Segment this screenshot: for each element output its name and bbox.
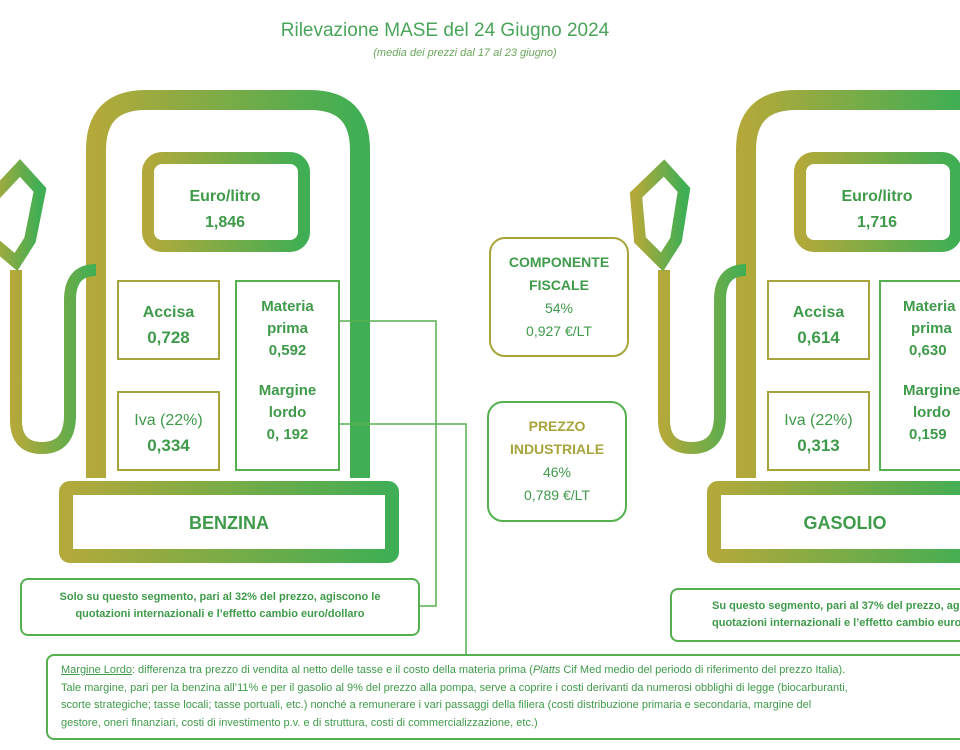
benzina-unit: Euro/litro: [189, 188, 261, 205]
benzina-accisa-label: Accisa: [142, 304, 195, 321]
benzina-pump-icon: [0, 90, 399, 563]
benzina-accisa-box: Accisa 0,728: [117, 280, 220, 360]
componente-fiscale-value: 0,927 €/LT: [526, 323, 592, 339]
gasolio-iva-box: Iva (22%) 0,313: [767, 391, 870, 471]
margine-note-line4: gestore, oneri finanziari, costi di inve…: [61, 716, 538, 729]
prezzo-industriale-line1: PREZZO: [528, 418, 586, 434]
margine-line1a: : differenza tra prezzo di vendita al ne…: [131, 664, 533, 676]
gasolio-segment-note: Su questo segmento, pari al 37% del prez…: [670, 588, 960, 642]
margine-lordo-note: Margine Lordo: differenza tra prezzo di …: [46, 654, 960, 740]
componente-fiscale-box: COMPONENTE FISCALE 54% 0,927 €/LT: [489, 237, 629, 357]
gasolio-accisa-label: Accisa: [792, 304, 845, 321]
benzina-iva-label: Iva (22%): [134, 412, 203, 429]
benzina-industriale-box: Materia prima 0,592 Margine lordo 0, 192: [235, 280, 340, 471]
gasolio-segment-note-line2: quotazioni internazionali e l’effetto ca…: [712, 617, 960, 629]
benzina-margine-label-1: Margine: [258, 382, 317, 399]
gasolio-materia-value: 0,630: [909, 342, 947, 359]
componente-fiscale-percent: 54%: [544, 300, 574, 316]
gasolio-margine-value: 0,159: [909, 426, 947, 443]
benzina-iva-value: 0,334: [147, 436, 190, 455]
connector-lines: [340, 320, 467, 654]
gasolio-segment-note-line1: Su questo segmento, pari al 37% del prez…: [712, 600, 960, 612]
gasolio-accisa-value: 0,614: [797, 328, 840, 347]
margine-platts: Platts: [532, 664, 561, 676]
benzina-segment-note-line2: quotazioni internazionali e l’effetto ca…: [75, 608, 365, 620]
prezzo-industriale-line2: INDUSTRIALE: [509, 441, 605, 457]
gasolio-label: GASOLIO: [803, 513, 887, 533]
benzina-margine-label-2: lordo: [268, 404, 307, 421]
benzina-segment-note-line1: Solo su questo segmento, pari al 32% del…: [59, 591, 381, 603]
benzina-materia-label-2: prima: [267, 320, 308, 337]
margine-line1b: Cif Med medio del periodo di riferimento…: [560, 664, 846, 676]
benzina-segment-note: Solo su questo segmento, pari al 32% del…: [20, 578, 420, 636]
gasolio-pump-icon: [629, 90, 960, 563]
page-subtitle: (media dei prezzi dal 17 al 23 giugno): [373, 47, 557, 59]
margine-note-line2: Tale margine, pari per la benzina all’11…: [61, 681, 848, 694]
benzina-materia-value: 0,592: [268, 342, 307, 359]
benzina-margine-value: 0, 192: [266, 426, 309, 443]
gasolio-iva-label: Iva (22%): [784, 412, 853, 429]
gasolio-materia-label-1: Materia: [903, 298, 956, 315]
componente-fiscale-line1: COMPONENTE: [508, 254, 610, 270]
componente-fiscale-line2: FISCALE: [529, 277, 589, 293]
benzina-iva-box: Iva (22%) 0,334: [117, 391, 220, 471]
prezzo-industriale-box: PREZZO INDUSTRIALE 46% 0,789 €/LT: [487, 401, 627, 522]
gasolio-iva-value: 0,313: [797, 436, 840, 455]
gasolio-industriale-box: Materia prima 0,630 Margine lordo 0,159: [879, 280, 960, 471]
benzina-price-box: Euro/litro 1,846: [150, 186, 300, 234]
page-title: Rilevazione MASE del 24 Giugno 2024: [280, 20, 610, 41]
gasolio-price-box: Euro/litro 1,716: [802, 186, 952, 234]
prezzo-industriale-percent: 46%: [542, 464, 572, 480]
gasolio-margine-label-2: lordo: [913, 404, 951, 421]
prezzo-industriale-value: 0,789 €/LT: [524, 487, 590, 503]
benzina-materia-label-1: Materia: [261, 298, 314, 315]
margine-term: Margine Lordo: [61, 664, 132, 676]
gasolio-price: 1,716: [856, 214, 898, 231]
gasolio-accisa-box: Accisa 0,614: [767, 280, 870, 360]
benzina-label: BENZINA: [189, 513, 269, 533]
benzina-accisa-value: 0,728: [147, 328, 190, 347]
margine-note-line3: scorte strategiche; tasse locali; tasse …: [61, 699, 812, 711]
benzina-price: 1,846: [204, 214, 246, 231]
margine-note-line1: Margine Lordo: differenza tra prezzo di …: [61, 662, 960, 680]
gasolio-margine-label-1: Margine: [903, 382, 960, 399]
gasolio-materia-label-2: prima: [911, 320, 952, 337]
gasolio-unit: Euro/litro: [841, 188, 913, 205]
